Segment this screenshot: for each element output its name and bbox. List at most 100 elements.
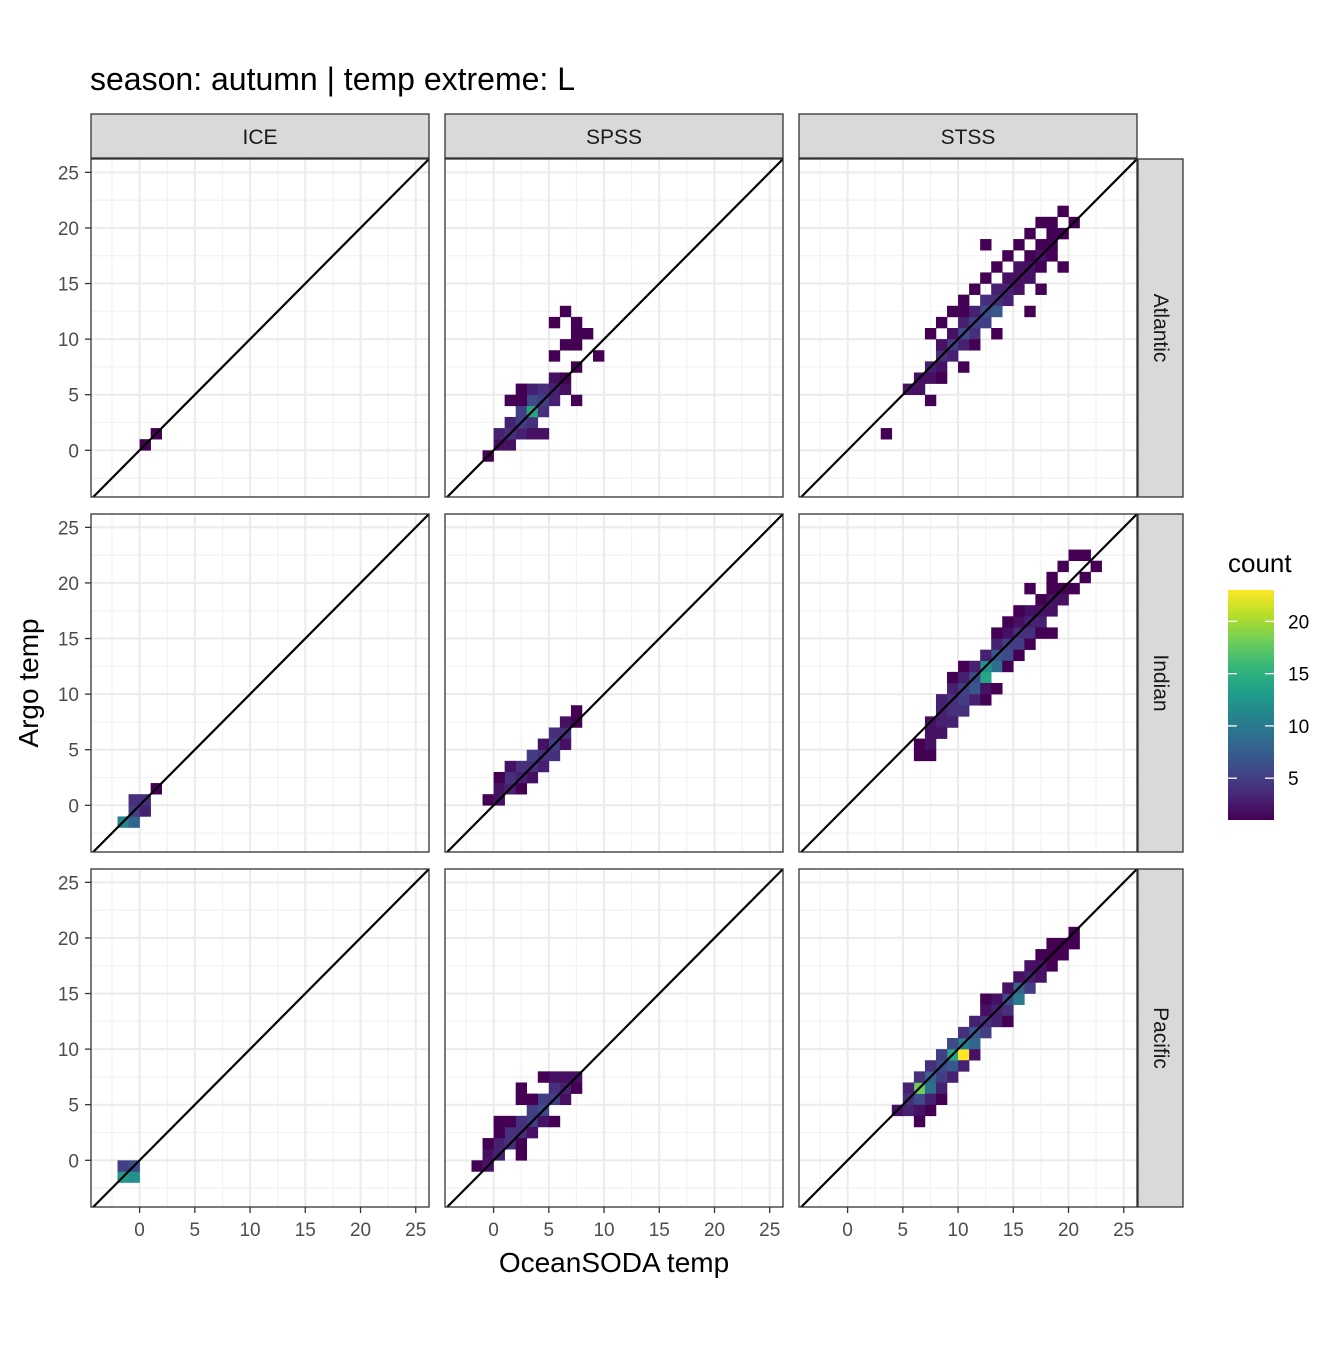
bin-cell (537, 383, 550, 396)
reference-line (92, 513, 430, 853)
bin-cell (559, 305, 572, 318)
y-tick-label: 25 (58, 163, 79, 184)
bin-cell (1057, 594, 1069, 606)
facet-strip-right (1137, 868, 1184, 1208)
bin-cell (1035, 594, 1047, 606)
y-tick-label: 25 (58, 873, 79, 894)
bin-cell (515, 1138, 528, 1150)
bin-cell (1024, 982, 1036, 994)
bin-cell (1002, 649, 1014, 662)
y-tick-label: 10 (58, 1040, 79, 1061)
panel-indian-spss (444, 513, 784, 853)
bin-cell (559, 1071, 572, 1083)
bin-cell (515, 783, 528, 795)
bin-cell (924, 727, 937, 739)
bin-cell (504, 1126, 516, 1139)
legend-tick-label: 15 (1288, 665, 1309, 686)
bin-cell (537, 760, 550, 773)
facet-col-label: STSS (941, 126, 996, 149)
x-tick-label: 0 (488, 1220, 499, 1241)
bin-cell (947, 1071, 959, 1083)
bin-cell (515, 394, 528, 407)
reference-line (446, 513, 784, 853)
bin-cell (1046, 582, 1058, 595)
bin-cell (548, 1071, 561, 1083)
x-tick-label: 15 (1003, 1220, 1024, 1241)
bin-cell (1024, 272, 1036, 284)
bin-cell (980, 316, 992, 329)
bin-cell (537, 738, 550, 751)
bin-cell (559, 738, 572, 751)
bin-cell (969, 283, 981, 295)
bin-cell (947, 683, 959, 695)
bin-cell (504, 760, 516, 773)
bin-cell (493, 1126, 505, 1139)
bin-cell (493, 1115, 505, 1128)
bin-cell (1002, 250, 1014, 262)
x-tick-label: 25 (759, 1220, 780, 1241)
reference-line (800, 158, 1138, 498)
bin-cell (991, 638, 1003, 650)
bin-cell (493, 783, 505, 795)
x-tick-label: 0 (134, 1220, 145, 1241)
y-tick-label: 15 (58, 630, 79, 651)
bin-cell (515, 1082, 528, 1094)
panel-border (90, 868, 430, 1208)
bin-cell (980, 671, 992, 684)
bin-cell (1035, 971, 1047, 983)
bin-cell (991, 627, 1003, 639)
bin-cell (1024, 582, 1036, 595)
bin-cell (980, 683, 992, 695)
bin-cell (1024, 627, 1036, 639)
x-tick-label: 20 (704, 1220, 725, 1241)
legend-tick-label: 20 (1288, 612, 1309, 633)
bin-cell (969, 683, 981, 695)
bin-cell (593, 350, 605, 362)
bin-cell (935, 316, 948, 329)
bin-cell (526, 1104, 539, 1117)
bin-cell (1013, 616, 1025, 628)
bin-cell (969, 1038, 981, 1050)
bin-cell (504, 771, 516, 784)
bin-cell (924, 1093, 937, 1106)
reference-line (446, 158, 784, 498)
bin-cell (991, 261, 1003, 273)
bin-cell (947, 350, 959, 362)
bin-cell (1035, 216, 1047, 229)
bin-cell (913, 1115, 926, 1128)
bin-cell (537, 428, 550, 440)
bin-cell (958, 694, 970, 706)
bin-cell (1002, 616, 1014, 628)
legend-title: count (1228, 548, 1292, 578)
bin-cell (537, 1093, 550, 1106)
bin-cell (1046, 960, 1058, 972)
y-tick-label: 20 (58, 574, 79, 595)
bin-cell (515, 1149, 528, 1161)
facet-row-label: Atlantic (1149, 294, 1172, 363)
bin-cell (902, 1104, 915, 1117)
legend-tick-label: 5 (1288, 769, 1299, 790)
bin-cell (548, 350, 561, 362)
bin-cell (570, 1082, 583, 1094)
bin-cell (1024, 605, 1036, 617)
bin-cell (1079, 571, 1091, 584)
y-tick-label: 15 (58, 985, 79, 1006)
bin-cell (504, 416, 516, 429)
bin-cell (515, 405, 528, 418)
x-tick-label: 10 (593, 1220, 614, 1241)
bin-cell (526, 1126, 539, 1139)
y-tick-label: 0 (68, 796, 79, 817)
bin-cell (504, 394, 516, 407)
chart-title: season: autumn | temp extreme: L (90, 61, 575, 97)
bin-cell (570, 705, 583, 717)
bin-cell (991, 683, 1003, 695)
bin-cell (947, 716, 959, 728)
bin-cell (880, 428, 893, 440)
panel-border (444, 513, 784, 853)
x-tick-label: 10 (239, 1220, 260, 1241)
bin-cell (924, 372, 937, 384)
bin-cell (1046, 216, 1058, 229)
bin-cell (958, 671, 970, 684)
y-tick-label: 15 (58, 275, 79, 296)
bin-cell (515, 383, 528, 396)
